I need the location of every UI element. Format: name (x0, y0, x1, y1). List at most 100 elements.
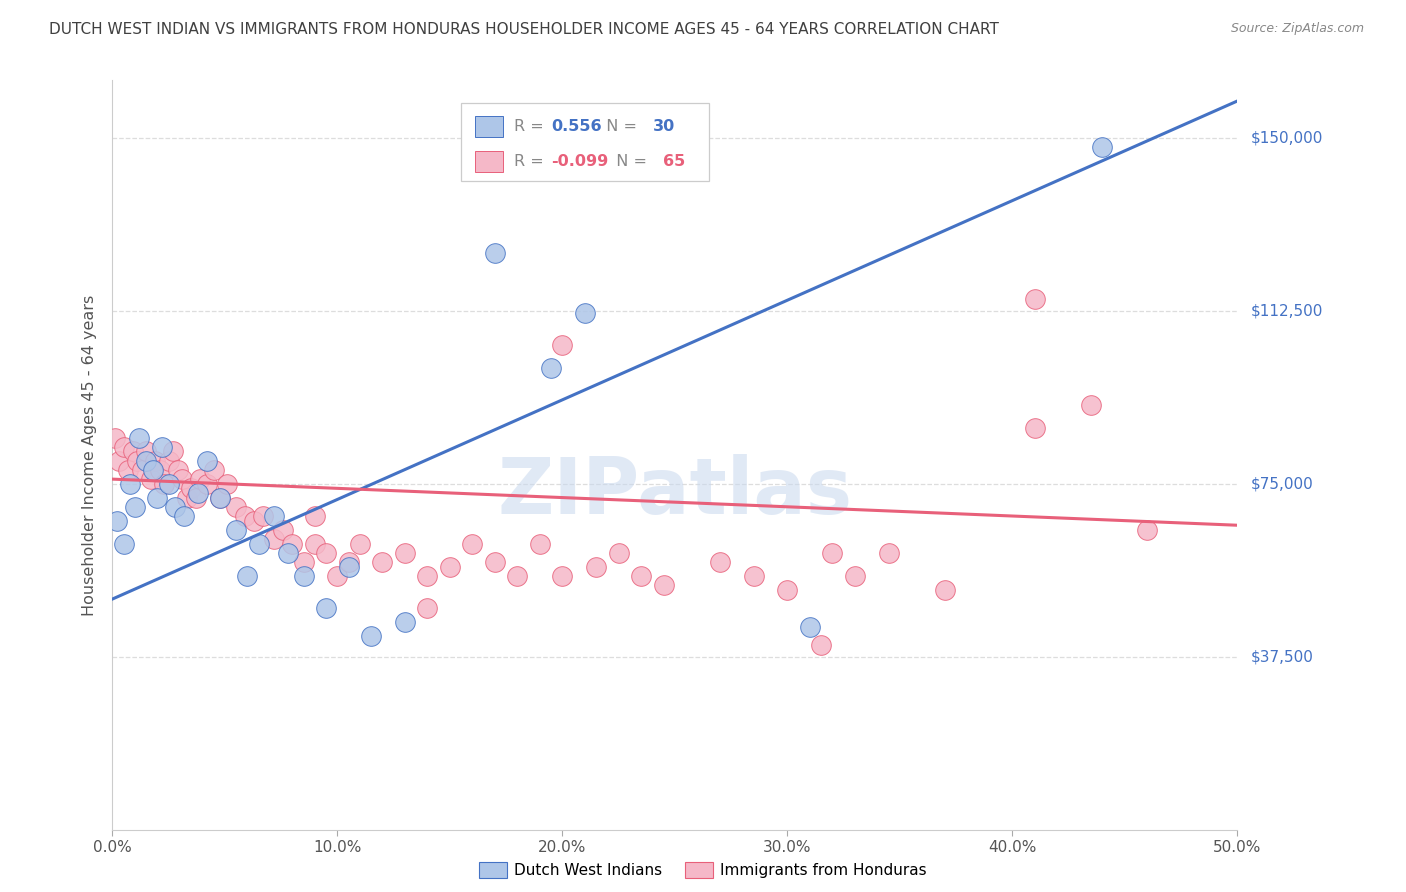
Text: 0.556: 0.556 (551, 119, 602, 134)
Point (416, 569, 439, 583)
Point (143, 453, 166, 467)
Point (146, 491, 169, 505)
Point (252, 508, 274, 523)
Point (195, 453, 218, 467)
Point (157, 476, 180, 491)
Point (209, 491, 232, 505)
Text: -0.099: -0.099 (551, 154, 609, 169)
Point (135, 453, 157, 467)
Point (484, 555, 506, 569)
Point (292, 569, 315, 583)
Point (652, 578, 675, 592)
Point (153, 476, 176, 491)
Point (574, 306, 596, 320)
Point (394, 615, 416, 629)
Point (461, 537, 484, 551)
Point (131, 463, 153, 477)
Point (529, 537, 551, 551)
Point (844, 569, 866, 583)
Text: R =: R = (515, 119, 548, 134)
Text: $75,000: $75,000 (1251, 476, 1315, 491)
Point (173, 508, 195, 523)
Point (585, 559, 607, 574)
Point (108, 453, 131, 467)
Text: 30: 30 (652, 119, 675, 134)
Point (776, 582, 799, 597)
Text: $112,500: $112,500 (1251, 303, 1323, 318)
Point (117, 463, 139, 477)
Legend: Dutch West Indians, Immigrants from Honduras: Dutch West Indians, Immigrants from Hond… (472, 856, 934, 884)
Point (263, 508, 285, 523)
Point (233, 508, 256, 523)
Point (243, 514, 266, 528)
Point (209, 491, 232, 505)
Point (112, 537, 135, 551)
Point (277, 546, 299, 560)
Text: $37,500: $37,500 (1251, 649, 1315, 665)
Point (337, 555, 360, 569)
Point (139, 472, 162, 486)
Point (172, 472, 194, 486)
Text: 65: 65 (662, 154, 685, 169)
Point (1024, 421, 1046, 435)
Point (236, 569, 259, 583)
Text: Source: ZipAtlas.com: Source: ZipAtlas.com (1230, 22, 1364, 36)
FancyBboxPatch shape (475, 116, 503, 136)
Point (188, 472, 211, 486)
Point (304, 537, 326, 551)
Point (326, 569, 349, 583)
Point (416, 601, 439, 615)
Point (360, 629, 382, 643)
Point (112, 440, 135, 454)
Point (349, 537, 371, 551)
Point (337, 559, 360, 574)
Point (1024, 293, 1046, 307)
FancyBboxPatch shape (461, 103, 709, 181)
Point (506, 569, 529, 583)
Point (810, 638, 832, 652)
Point (273, 523, 295, 537)
Point (934, 582, 956, 597)
Point (176, 491, 198, 505)
Point (709, 555, 731, 569)
Point (157, 453, 180, 467)
Point (540, 361, 562, 376)
Point (149, 463, 172, 477)
Point (742, 569, 765, 583)
Point (217, 476, 239, 491)
Point (180, 481, 202, 495)
Point (202, 463, 225, 477)
Point (1080, 398, 1102, 412)
Point (877, 546, 900, 560)
Point (292, 555, 315, 569)
Point (1136, 523, 1159, 537)
Point (799, 620, 821, 634)
Point (166, 463, 188, 477)
Point (135, 444, 157, 458)
Point (162, 444, 184, 458)
Point (105, 514, 128, 528)
Point (120, 476, 142, 491)
Text: N =: N = (606, 154, 652, 169)
Point (127, 453, 149, 467)
FancyBboxPatch shape (475, 152, 503, 172)
Text: R =: R = (515, 154, 548, 169)
Point (439, 559, 461, 574)
Point (551, 338, 574, 352)
Point (225, 523, 247, 537)
Text: ZIPatlas: ZIPatlas (498, 454, 852, 531)
Y-axis label: Householder Income Ages 45 - 64 years: Householder Income Ages 45 - 64 years (82, 294, 97, 615)
Point (225, 500, 247, 514)
Point (371, 555, 394, 569)
Point (315, 546, 337, 560)
Point (484, 246, 506, 260)
Point (607, 546, 630, 560)
Point (142, 463, 165, 477)
Point (630, 569, 652, 583)
Point (165, 500, 187, 514)
Point (121, 444, 143, 458)
Point (551, 569, 574, 583)
Point (247, 537, 270, 551)
Point (821, 546, 844, 560)
Text: N =: N = (596, 119, 643, 134)
